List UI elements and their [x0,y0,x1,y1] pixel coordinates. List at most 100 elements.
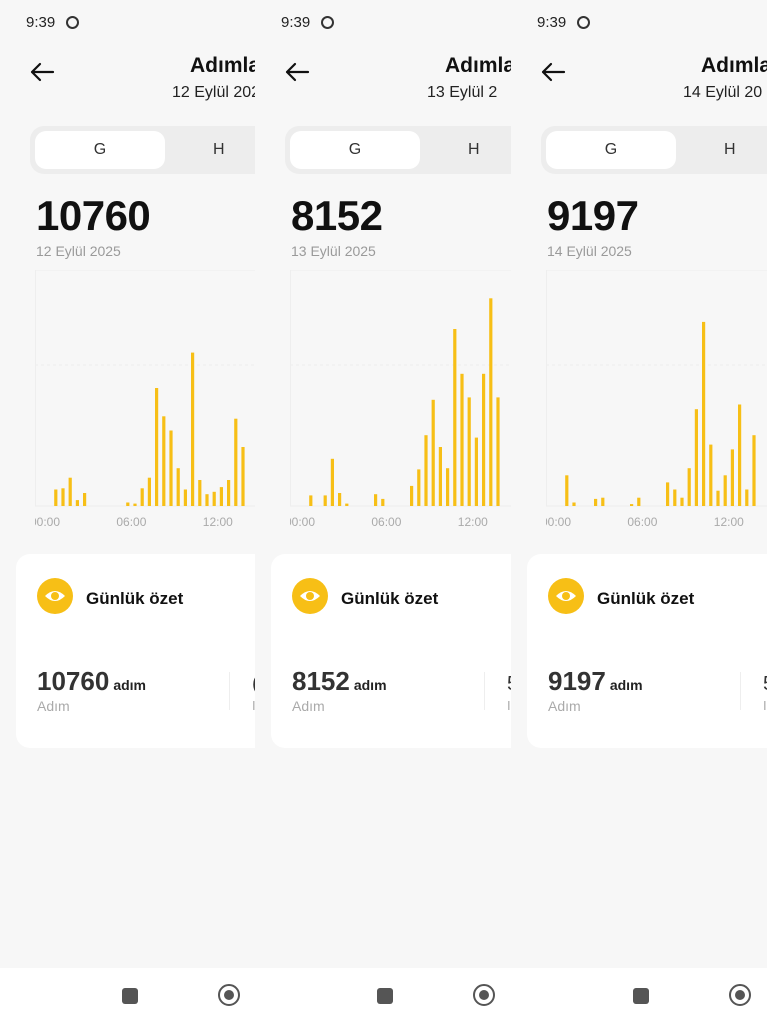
hourly-bar [467,397,471,506]
cut-off-value: 5 [507,673,511,696]
eye-icon [548,578,584,614]
hourly-bar [723,475,727,506]
tab-day[interactable]: G [35,131,165,169]
summary-steps-value: 8152 adım [292,666,387,697]
hourly-steps-chart[interactable]: 00:00 06:00 12:00 [546,270,767,530]
back-arrow-icon[interactable] [283,58,311,86]
hourly-bar [745,489,749,506]
card-title: Günlük özet [86,589,184,608]
divider [740,672,741,710]
page-subtitle-date[interactable]: 12 Eylül 202 [172,84,256,101]
hourly-bar [183,489,187,506]
page-title: Adımla [701,54,767,77]
cut-off-label: I [252,698,256,713]
hourly-bar [453,329,457,506]
x-tick-label: 12:00 [458,515,488,529]
hourly-bar [438,447,442,506]
hourly-bar [431,399,435,506]
hourly-bar [219,487,223,506]
hourly-bar [345,503,349,506]
hourly-bar [496,397,500,506]
hourly-bar [191,352,195,506]
hourly-bar [694,409,698,506]
hourly-bar [330,458,334,506]
hourly-bar [489,298,493,506]
hourly-bar [417,469,421,506]
day-panel: 9:39 Adımla 13 Eylül 2 G H 8152 13 Eylül… [255,0,511,1024]
summary-steps-value: 10760 adım [37,666,146,697]
total-steps: 10760 [36,192,151,239]
page-subtitle-date[interactable]: 14 Eylül 20 [683,84,763,101]
steps-label: Adım [548,698,581,714]
hourly-bar [75,500,79,506]
cut-off-value: ( [252,673,256,696]
hourly-bar [702,321,706,506]
page-subtitle-date[interactable]: 13 Eylül 2 [427,84,498,101]
x-ticks: 00:00 06:00 12:00 [290,515,488,529]
recents-square-icon[interactable] [122,988,138,1004]
selected-date: 13 Eylül 2025 [291,243,376,259]
hourly-bar [601,497,605,506]
hourly-bar [68,477,72,506]
back-arrow-icon[interactable] [539,58,567,86]
steps-number: 9197 [548,666,606,696]
hourly-bar [133,503,137,506]
tab-day[interactable]: G [290,131,420,169]
recents-square-icon[interactable] [633,988,649,1004]
back-arrow-icon[interactable] [28,58,56,86]
tab-week[interactable]: H [468,141,480,158]
home-circle-icon[interactable] [218,984,240,1006]
steps-number: 10760 [37,666,110,696]
card-title: Günlük özet [597,589,695,608]
hourly-bar [147,477,151,506]
hourly-bar [709,444,713,506]
hourly-bar [234,418,238,506]
hourly-bar [374,494,378,506]
home-circle-icon[interactable] [729,984,751,1006]
hourly-bar [565,475,569,506]
hourly-bar [752,435,756,506]
divider [229,672,230,710]
day-panel: 9:39 Adımla 12 Eylül 202 G H 10760 12 Ey… [0,0,256,1024]
hourly-bar [730,449,734,506]
hourly-bar [381,498,385,506]
hourly-bar [176,468,180,506]
hourly-bar [594,498,598,506]
eye-icon [37,578,73,614]
hourly-bar [198,480,202,506]
status-time: 9:39 [537,14,567,31]
hourly-bar [410,485,414,506]
hourly-bar [680,497,684,506]
hourly-bar [460,373,464,506]
hourly-bar [424,435,428,506]
hourly-steps-chart[interactable]: 00:00 06:00 12:00 [290,270,511,530]
total-steps: 9197 [547,192,639,239]
status-time: 9:39 [281,14,311,31]
x-tick-label: 12:00 [203,515,233,529]
hourly-bar [140,488,144,506]
hourly-bar [572,502,576,506]
hourly-bar [338,493,342,506]
x-tick-label: 00:00 [546,515,571,529]
cut-off-label: I [763,698,767,713]
tab-week[interactable]: H [724,141,736,158]
page-title: Adımla [445,54,511,77]
period-segmented-control: G H [30,126,256,174]
steps-unit: adım [353,677,387,693]
hourly-bar [482,373,486,506]
hourly-bar [205,494,209,506]
hourly-bar [716,490,720,506]
tab-week[interactable]: H [213,141,225,158]
hourly-bar [241,447,245,506]
recents-square-icon[interactable] [377,988,393,1004]
hourly-bar [162,416,166,506]
home-circle-icon[interactable] [473,984,495,1006]
hourly-steps-chart[interactable]: 00:00 06:00 12:00 [35,270,256,530]
navigation-bar [0,968,767,1024]
cut-off-value: 5 [763,673,767,696]
hourly-bar [687,468,691,506]
tab-day[interactable]: G [546,131,676,169]
